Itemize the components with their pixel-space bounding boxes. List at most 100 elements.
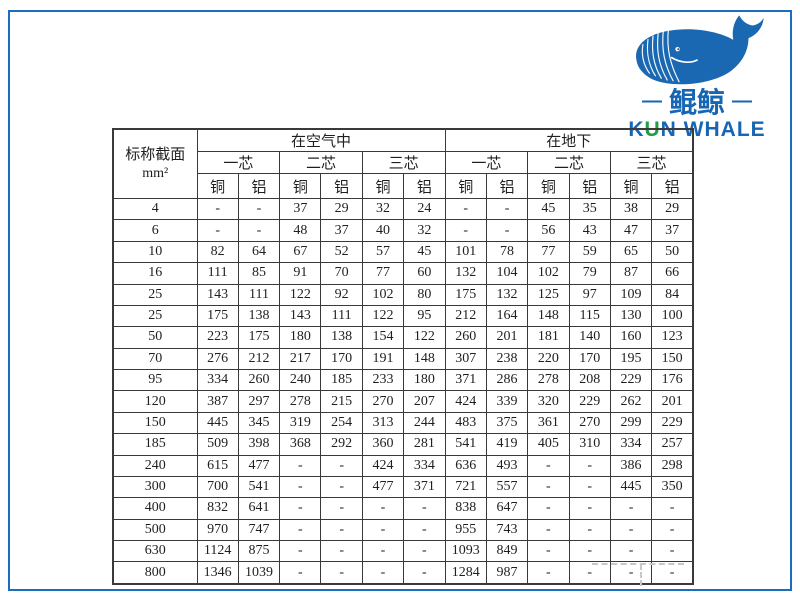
value-cell: 217 [279, 347, 322, 371]
value-cell: 35 [568, 197, 611, 221]
value-cell: - [279, 454, 322, 477]
value-cell: 1124 [196, 539, 239, 563]
value-cell: 615 [196, 454, 239, 477]
value-cell: 170 [320, 347, 363, 371]
value-cell: 132 [485, 283, 529, 306]
value-cell: - [320, 561, 363, 585]
value-cell: 278 [279, 390, 322, 413]
table-row: 120 387 297 278 215 270 207 424 339 320 229 262 201 [112, 390, 694, 413]
value-cell: - [403, 518, 446, 542]
value-cell: - [527, 475, 570, 499]
value-cell: 208 [568, 368, 611, 392]
table-row: 95 334 260 240 185 233 180 371 286 278 208 229 176 [112, 368, 694, 392]
value-cell: 122 [279, 283, 322, 306]
value-cell: 60 [403, 262, 446, 285]
core-header: 三芯 [361, 151, 446, 174]
value-cell: 79 [568, 262, 611, 285]
value-cell: 307 [444, 347, 487, 371]
value-cell: 195 [609, 347, 653, 371]
value-cell: 229 [568, 390, 611, 413]
value-cell: 212 [444, 304, 487, 328]
value-cell: 64 [237, 240, 281, 264]
value-cell: - [279, 539, 322, 563]
value-cell: 747 [237, 518, 281, 542]
value-cell: 122 [361, 304, 405, 328]
value-cell: 636 [444, 454, 487, 477]
value-cell: 838 [444, 497, 487, 520]
value-cell: 185 [320, 368, 363, 392]
value-cell: 37 [320, 219, 363, 242]
value-cell: - [237, 197, 281, 221]
value-cell: 70 [320, 262, 363, 285]
watermark-artifact-horizontal [592, 563, 684, 565]
value-cell: 260 [237, 368, 281, 392]
size-cell: 95 [112, 368, 198, 392]
value-cell: 257 [651, 433, 694, 456]
conductor-header: 铝 [485, 173, 529, 199]
value-cell: 37 [279, 197, 322, 221]
conductor-header: 铝 [237, 173, 281, 199]
size-cell: 150 [112, 411, 198, 435]
value-cell: 102 [527, 262, 570, 285]
value-cell: - [527, 518, 570, 542]
value-cell: 48 [279, 219, 322, 242]
core-header: 三芯 [609, 151, 694, 174]
value-cell: 955 [444, 518, 487, 542]
kun-whale-logo: — 鲲鲸 — KUN WHALE [608, 10, 786, 140]
value-cell: 368 [279, 433, 322, 456]
value-cell: 78 [485, 240, 529, 264]
size-cell: 16 [112, 262, 198, 285]
core-header: 一芯 [444, 151, 529, 174]
value-cell: 970 [196, 518, 239, 542]
value-cell: - [568, 539, 611, 563]
value-cell: 148 [527, 304, 570, 328]
core-header: 二芯 [527, 151, 611, 174]
value-cell: - [568, 518, 611, 542]
value-cell: 91 [279, 262, 322, 285]
value-cell: 38 [609, 197, 653, 221]
value-cell: 541 [444, 433, 487, 456]
value-cell: 270 [361, 390, 405, 413]
value-cell: 111 [320, 304, 363, 328]
value-cell: 477 [361, 475, 405, 499]
value-cell: 32 [403, 219, 446, 242]
value-cell: - [568, 454, 611, 477]
conductor-header: 铝 [403, 173, 446, 199]
value-cell: 313 [361, 411, 405, 435]
value-cell: 143 [196, 283, 239, 306]
value-cell: 85 [237, 262, 281, 285]
value-cell: 47 [609, 219, 653, 242]
value-cell: 215 [320, 390, 363, 413]
value-cell: - [527, 497, 570, 520]
conductor-header: 铜 [361, 173, 405, 199]
value-cell: 339 [485, 390, 529, 413]
table-row: 6- -48 37 40 32- -56 43 47 37 [112, 219, 694, 242]
value-cell: 229 [609, 368, 653, 392]
conductor-header: 铜 [609, 173, 653, 199]
value-cell: 180 [403, 368, 446, 392]
core-header: 二芯 [279, 151, 363, 174]
conductor-header: 铜 [527, 173, 570, 199]
size-cell: 10 [112, 240, 198, 264]
whale-icon [636, 15, 764, 85]
value-cell: 29 [320, 197, 363, 221]
value-cell: - [403, 497, 446, 520]
value-cell: 334 [403, 454, 446, 477]
value-cell: 299 [609, 411, 653, 435]
value-cell: - [361, 518, 405, 542]
value-cell: - [485, 219, 529, 242]
value-cell: 201 [651, 390, 694, 413]
table-row: 70 276 212 217 170 191 148 307 238 220 170 195 150 [112, 347, 694, 371]
size-cell: 400 [112, 497, 198, 520]
value-cell: 493 [485, 454, 529, 477]
table-row: 10 82 64 67 52 57 45 101 78 77 59 65 50 [112, 240, 694, 264]
value-cell: 181 [527, 326, 570, 349]
value-cell: - [568, 475, 611, 499]
size-cell: 50 [112, 326, 198, 349]
conductor-header: 铜 [196, 173, 239, 199]
value-cell: 371 [444, 368, 487, 392]
value-cell: 32 [361, 197, 405, 221]
corner-line1: 标称截面 [125, 146, 186, 163]
value-cell: 220 [527, 347, 570, 371]
value-cell: 270 [568, 411, 611, 435]
